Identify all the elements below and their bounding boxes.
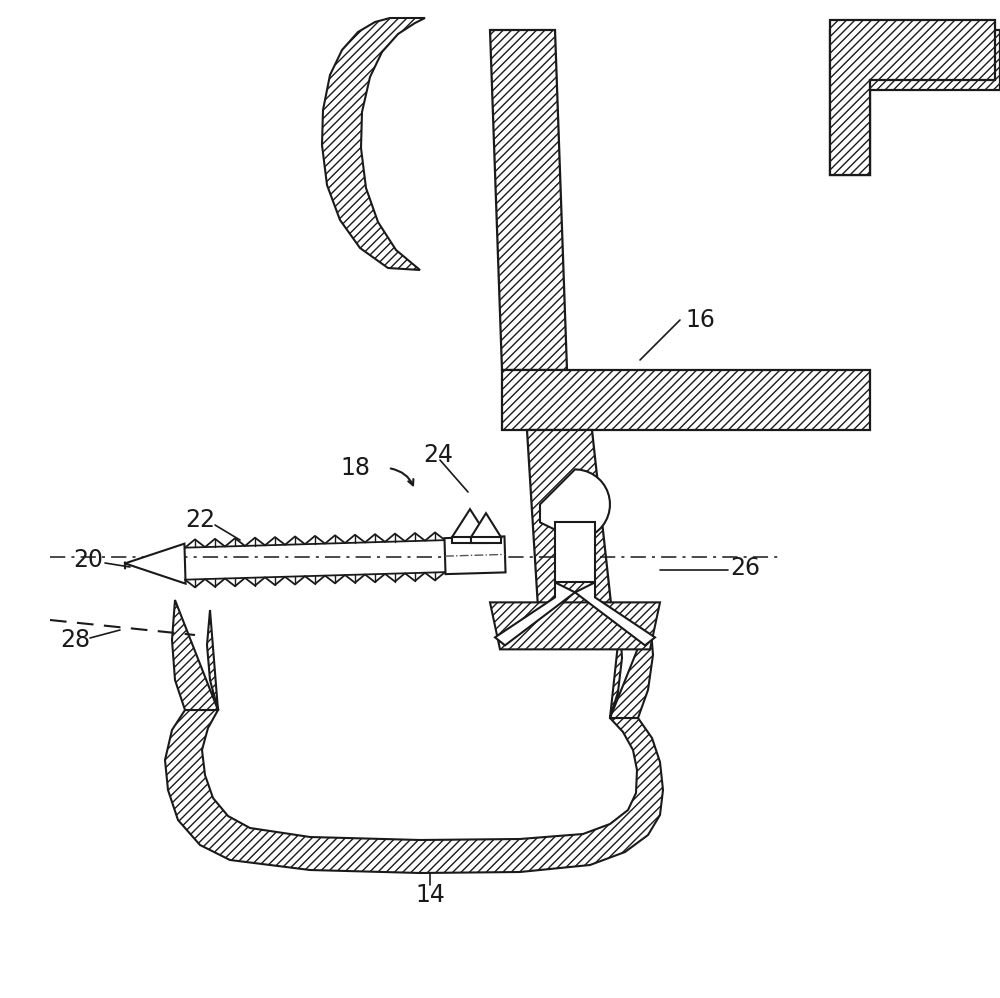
Polygon shape xyxy=(452,537,488,543)
Polygon shape xyxy=(610,618,653,718)
Text: 26: 26 xyxy=(730,556,760,580)
Polygon shape xyxy=(125,544,186,584)
Text: 18: 18 xyxy=(340,456,370,480)
Text: 14: 14 xyxy=(415,883,445,907)
Polygon shape xyxy=(555,522,595,583)
Polygon shape xyxy=(471,513,501,537)
Polygon shape xyxy=(540,469,610,539)
Polygon shape xyxy=(830,30,1000,175)
Polygon shape xyxy=(165,710,663,873)
Text: 16: 16 xyxy=(685,308,715,332)
Text: 20: 20 xyxy=(73,548,103,572)
Text: 28: 28 xyxy=(60,628,90,652)
Text: 22: 22 xyxy=(185,508,215,532)
Polygon shape xyxy=(575,583,655,646)
Polygon shape xyxy=(527,430,615,640)
Polygon shape xyxy=(490,603,660,650)
Polygon shape xyxy=(452,509,488,537)
Polygon shape xyxy=(502,370,870,430)
Polygon shape xyxy=(471,537,501,543)
Polygon shape xyxy=(444,536,506,574)
Text: 24: 24 xyxy=(423,443,453,467)
Polygon shape xyxy=(322,18,425,270)
Polygon shape xyxy=(172,600,218,710)
Polygon shape xyxy=(490,30,567,370)
Polygon shape xyxy=(495,583,575,646)
Polygon shape xyxy=(830,20,995,175)
